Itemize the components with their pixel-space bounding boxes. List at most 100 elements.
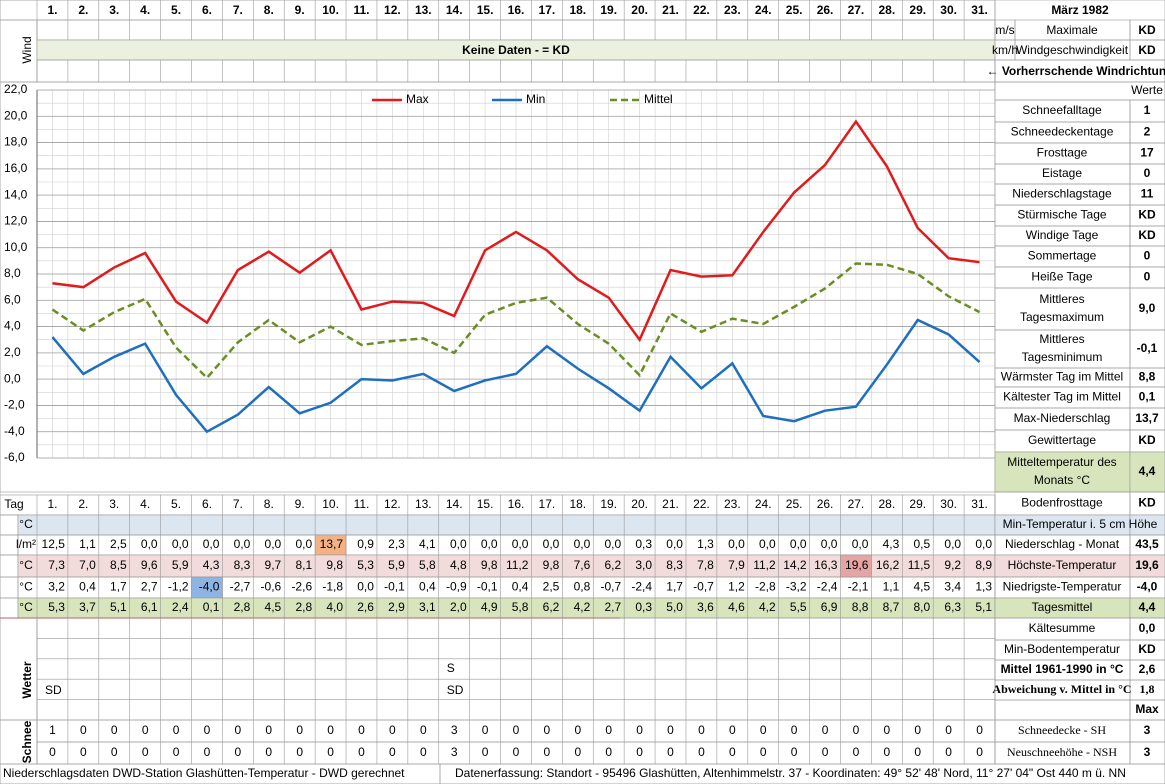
table-cell: 0,0 xyxy=(203,537,220,551)
cell xyxy=(17,534,996,556)
snow-cell: 0 xyxy=(265,723,272,737)
table-cell: 7,3 xyxy=(48,558,65,572)
table-cell: 5,9 xyxy=(172,558,189,572)
table-cell: 9,8 xyxy=(481,558,498,572)
stat-label-line: Tagesminimum xyxy=(1022,350,1103,364)
stat-label: Bodenfrosttage xyxy=(1021,496,1103,510)
snow-cell: 0 xyxy=(605,723,612,737)
row-label: Niederschlag - Monat xyxy=(1005,537,1120,551)
snow-cell: 0 xyxy=(327,745,334,759)
stat-label: Mitteltemperatur des Monats °C xyxy=(1007,455,1116,487)
day-label: 17. xyxy=(539,3,556,17)
cell xyxy=(17,597,996,619)
weather-label: Wetter xyxy=(20,661,34,698)
table-cell: 0,0 xyxy=(141,537,158,551)
footer-left: Niederschlagsdaten DWD-Station Glashütte… xyxy=(3,766,405,780)
table-cell: 1,2 xyxy=(728,580,745,594)
table-cell: 4,2 xyxy=(759,600,776,614)
table-cell: -0,7 xyxy=(693,580,714,594)
x-tick-label: 11. xyxy=(354,497,370,511)
day-label: 10. xyxy=(322,3,339,17)
x-tick-label: 3. xyxy=(109,497,119,511)
stat-label-line: Stürmische Tage xyxy=(1017,208,1106,222)
day-label: 27. xyxy=(848,3,865,17)
stat-value: 13,7 xyxy=(1135,411,1159,425)
stat-label-line: Kältester Tag im Mittel xyxy=(1003,390,1121,404)
stat-value: 2 xyxy=(1144,125,1151,139)
table-cell: -0,6 xyxy=(261,580,282,594)
y-tick-label: 20,0 xyxy=(4,108,28,122)
table-cell: 5,8 xyxy=(419,558,436,572)
day-label: 2. xyxy=(78,3,88,17)
stat-label-line: Windige Tage xyxy=(1026,228,1099,242)
summary-label: Min-Bodentemperatur xyxy=(1004,642,1120,656)
table-cell: 0,0 xyxy=(265,537,282,551)
day-label: 4. xyxy=(140,3,150,17)
table-cell: 5,1 xyxy=(110,600,127,614)
legend-label: Min xyxy=(526,92,545,106)
table-cell: 9,8 xyxy=(543,558,560,572)
snow-label: Schnee xyxy=(20,720,34,763)
footer-right: Datenerfassung: Standort - 95496 Glashüt… xyxy=(455,766,1126,780)
snow-cell: 0 xyxy=(358,745,365,759)
stat-label: Niederschlagstage xyxy=(1012,187,1112,201)
x-tick-label: 14. xyxy=(446,497,463,511)
table-cell: 0,0 xyxy=(234,537,251,551)
table-cell: -2,6 xyxy=(291,580,312,594)
snow-cell: 0 xyxy=(853,723,860,737)
table-cell: 0,0 xyxy=(450,537,467,551)
summary-label: Kältesumme xyxy=(1029,621,1096,635)
day-label: 20. xyxy=(631,3,648,17)
x-tick-label: 19. xyxy=(600,497,617,511)
table-cell: 0,0 xyxy=(944,537,961,551)
snow-cell: 0 xyxy=(574,745,581,759)
table-cell: 6,1 xyxy=(141,600,158,614)
row-label: Tagesmittel xyxy=(1032,600,1093,614)
y-tick-label: 2,0 xyxy=(4,345,21,359)
stat-label: Schneefalltage xyxy=(1022,103,1102,117)
series-line xyxy=(51,318,981,434)
y-tick-label: 18,0 xyxy=(4,135,28,149)
stat-label-line: Schneefalltage xyxy=(1022,103,1102,117)
table-cell: 2,5 xyxy=(543,580,560,594)
x-tick-label: 16. xyxy=(508,497,525,511)
table-cell: 3,2 xyxy=(48,580,65,594)
day-label: 1. xyxy=(47,3,57,17)
snow-cell: 0 xyxy=(482,723,489,737)
table-cell: 2,7 xyxy=(141,580,158,594)
series-line xyxy=(52,119,980,343)
cell xyxy=(36,19,996,41)
cell xyxy=(0,597,19,619)
x-tick-label: 20. xyxy=(631,497,648,511)
stat-label: Eistage xyxy=(1042,166,1082,180)
day-label: 12. xyxy=(384,3,401,17)
snow-cell: 0 xyxy=(605,745,612,759)
stat-value: KD xyxy=(1138,228,1156,242)
table-cell: 4,0 xyxy=(326,600,343,614)
x-tick-label: 22. xyxy=(693,497,710,511)
snow-cell: 0 xyxy=(296,723,303,737)
stat-label: Windige Tage xyxy=(1026,228,1099,242)
snow-row-label: Neuschneehöhe - NSH xyxy=(1007,745,1117,759)
stat-label-line: Sommertage xyxy=(1028,249,1097,263)
day-label: 3. xyxy=(109,3,119,17)
day-label: 16. xyxy=(508,3,525,17)
table-cell: 7,6 xyxy=(574,558,591,572)
snow-cell: 0 xyxy=(544,723,551,737)
day-label: 30. xyxy=(940,3,957,17)
y-tick-label: 6,0 xyxy=(4,292,21,306)
wind-value: KD xyxy=(1138,23,1156,37)
table-cell: 5,3 xyxy=(48,600,65,614)
unit-label: °C xyxy=(19,580,33,594)
table-cell: -0,9 xyxy=(446,580,467,594)
table-cell: 8,8 xyxy=(852,600,869,614)
row-label: Niedrigste-Temperatur xyxy=(1003,580,1122,594)
legend-label: Max xyxy=(406,92,429,106)
table-cell: 1,3 xyxy=(975,580,992,594)
table-cell: 6,3 xyxy=(944,600,961,614)
table-cell: 9,8 xyxy=(326,558,343,572)
table-cell: -2,4 xyxy=(631,580,652,594)
snow-cell: 0 xyxy=(822,723,829,737)
series-line xyxy=(51,262,981,380)
table-cell: 4,5 xyxy=(914,580,931,594)
